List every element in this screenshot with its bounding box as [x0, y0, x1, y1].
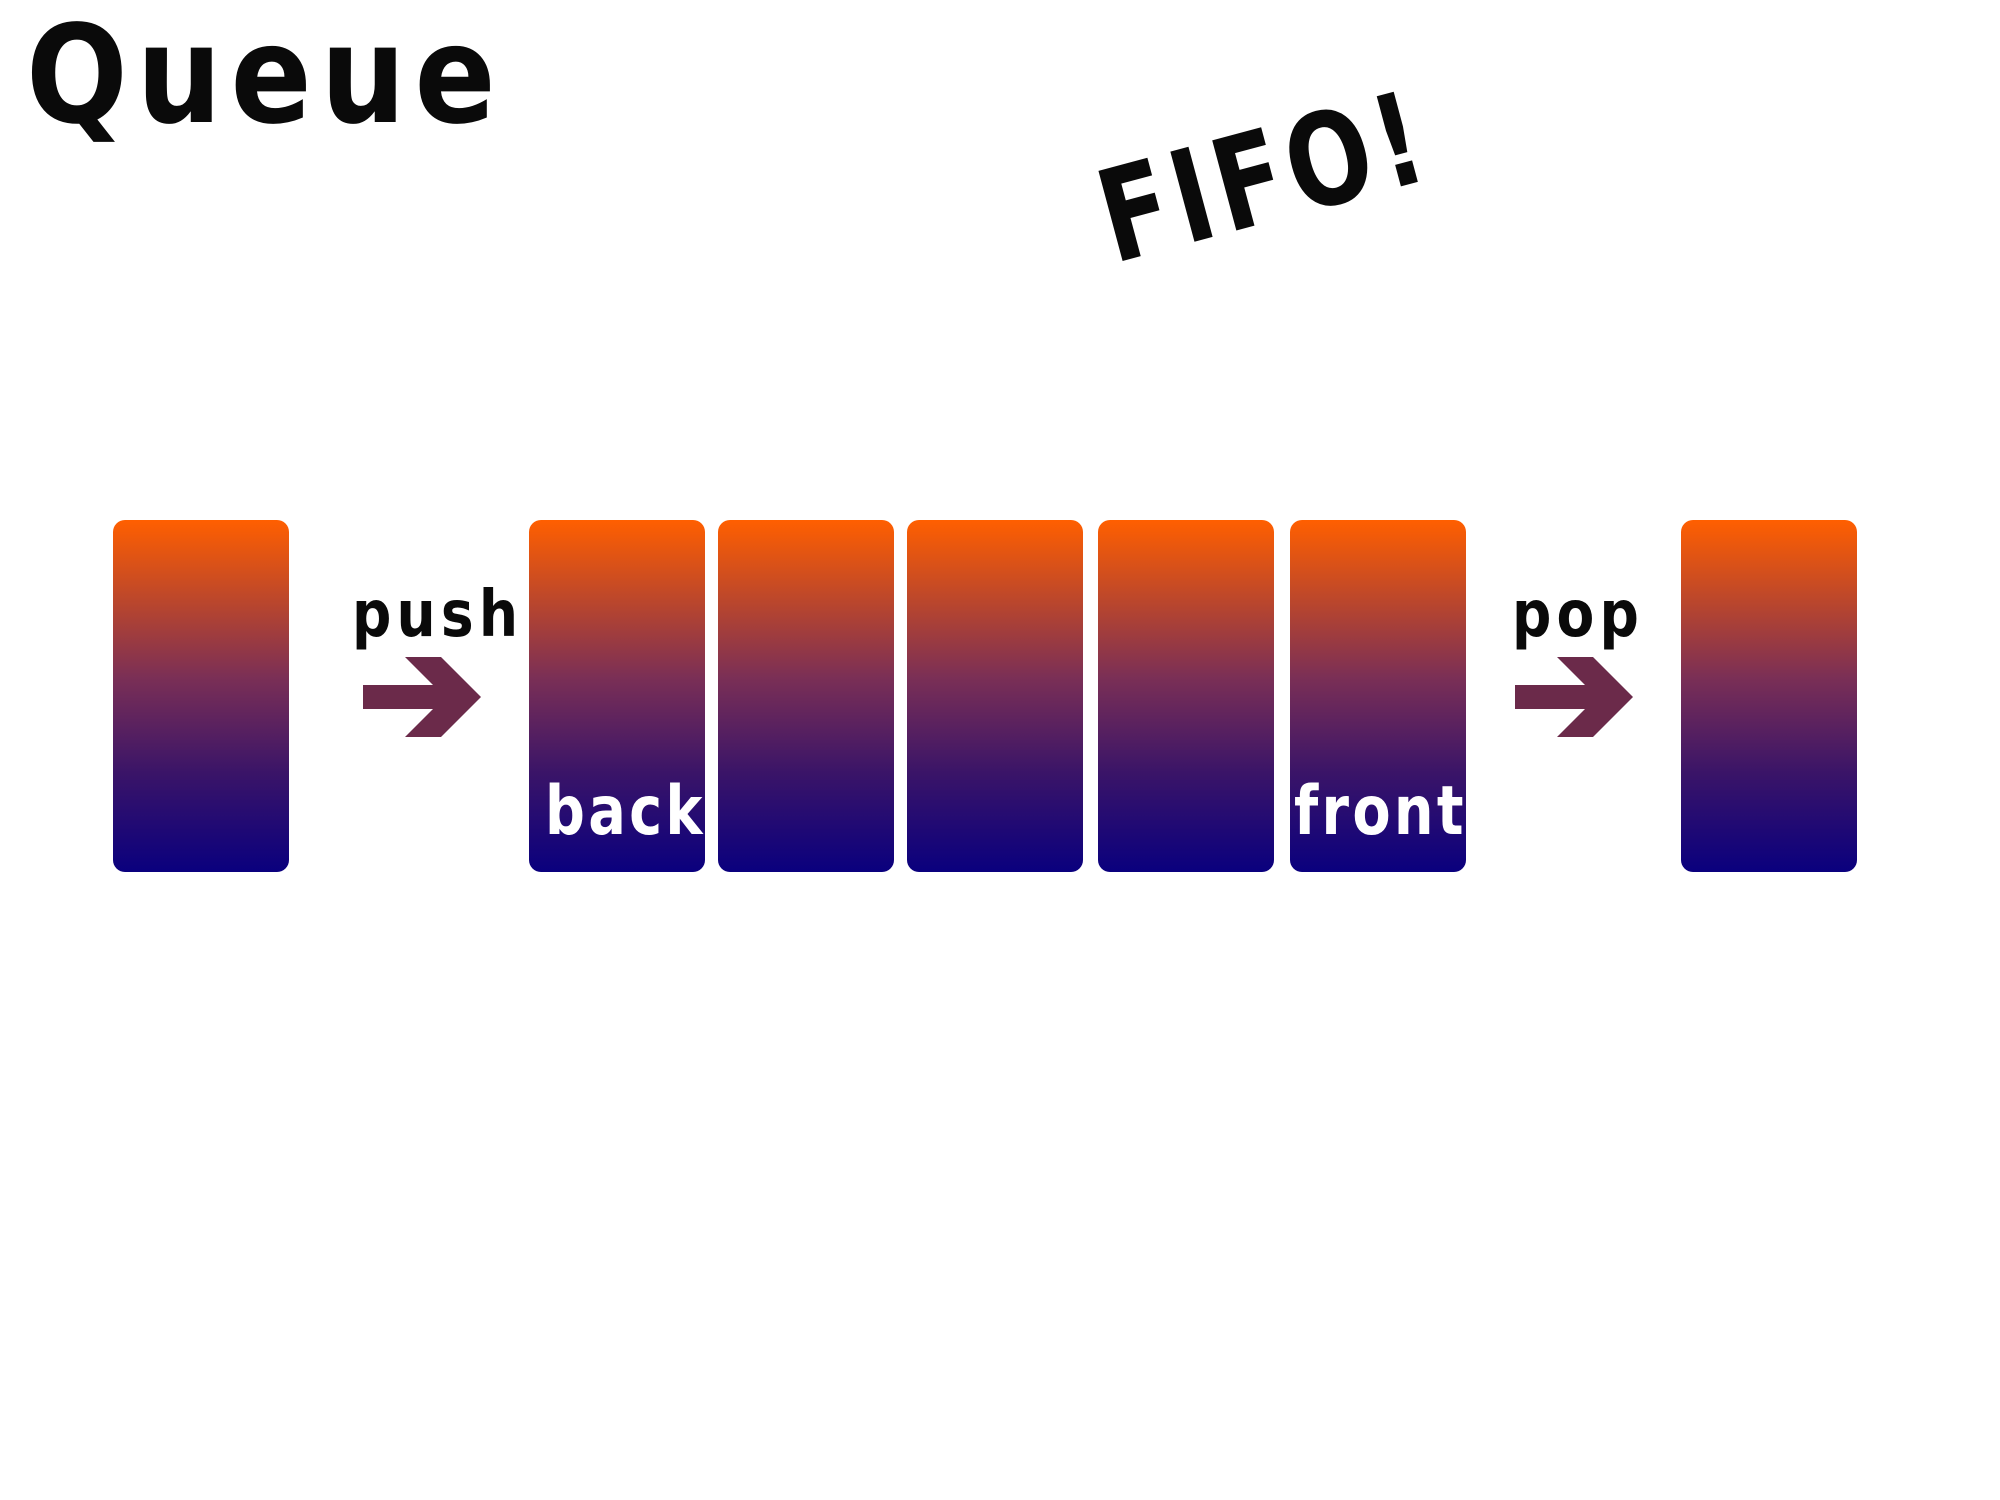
queue-slot-back: back [529, 520, 705, 872]
queue-slot [907, 520, 1083, 872]
queue-slot [718, 520, 894, 872]
page-title: Queue [26, 0, 505, 155]
push-arrow-icon [363, 657, 481, 737]
incoming-element-block [113, 520, 289, 872]
back-label: back [545, 772, 706, 851]
pop-label: pop [1512, 578, 1645, 652]
queue-slot [1098, 520, 1274, 872]
push-label: push [352, 578, 524, 652]
front-label: front [1294, 772, 1467, 851]
pop-arrow-icon [1515, 657, 1633, 737]
fifo-label: FIFO! [1083, 62, 1446, 294]
outgoing-element-block [1681, 520, 1857, 872]
queue-slot-front: front [1290, 520, 1466, 872]
